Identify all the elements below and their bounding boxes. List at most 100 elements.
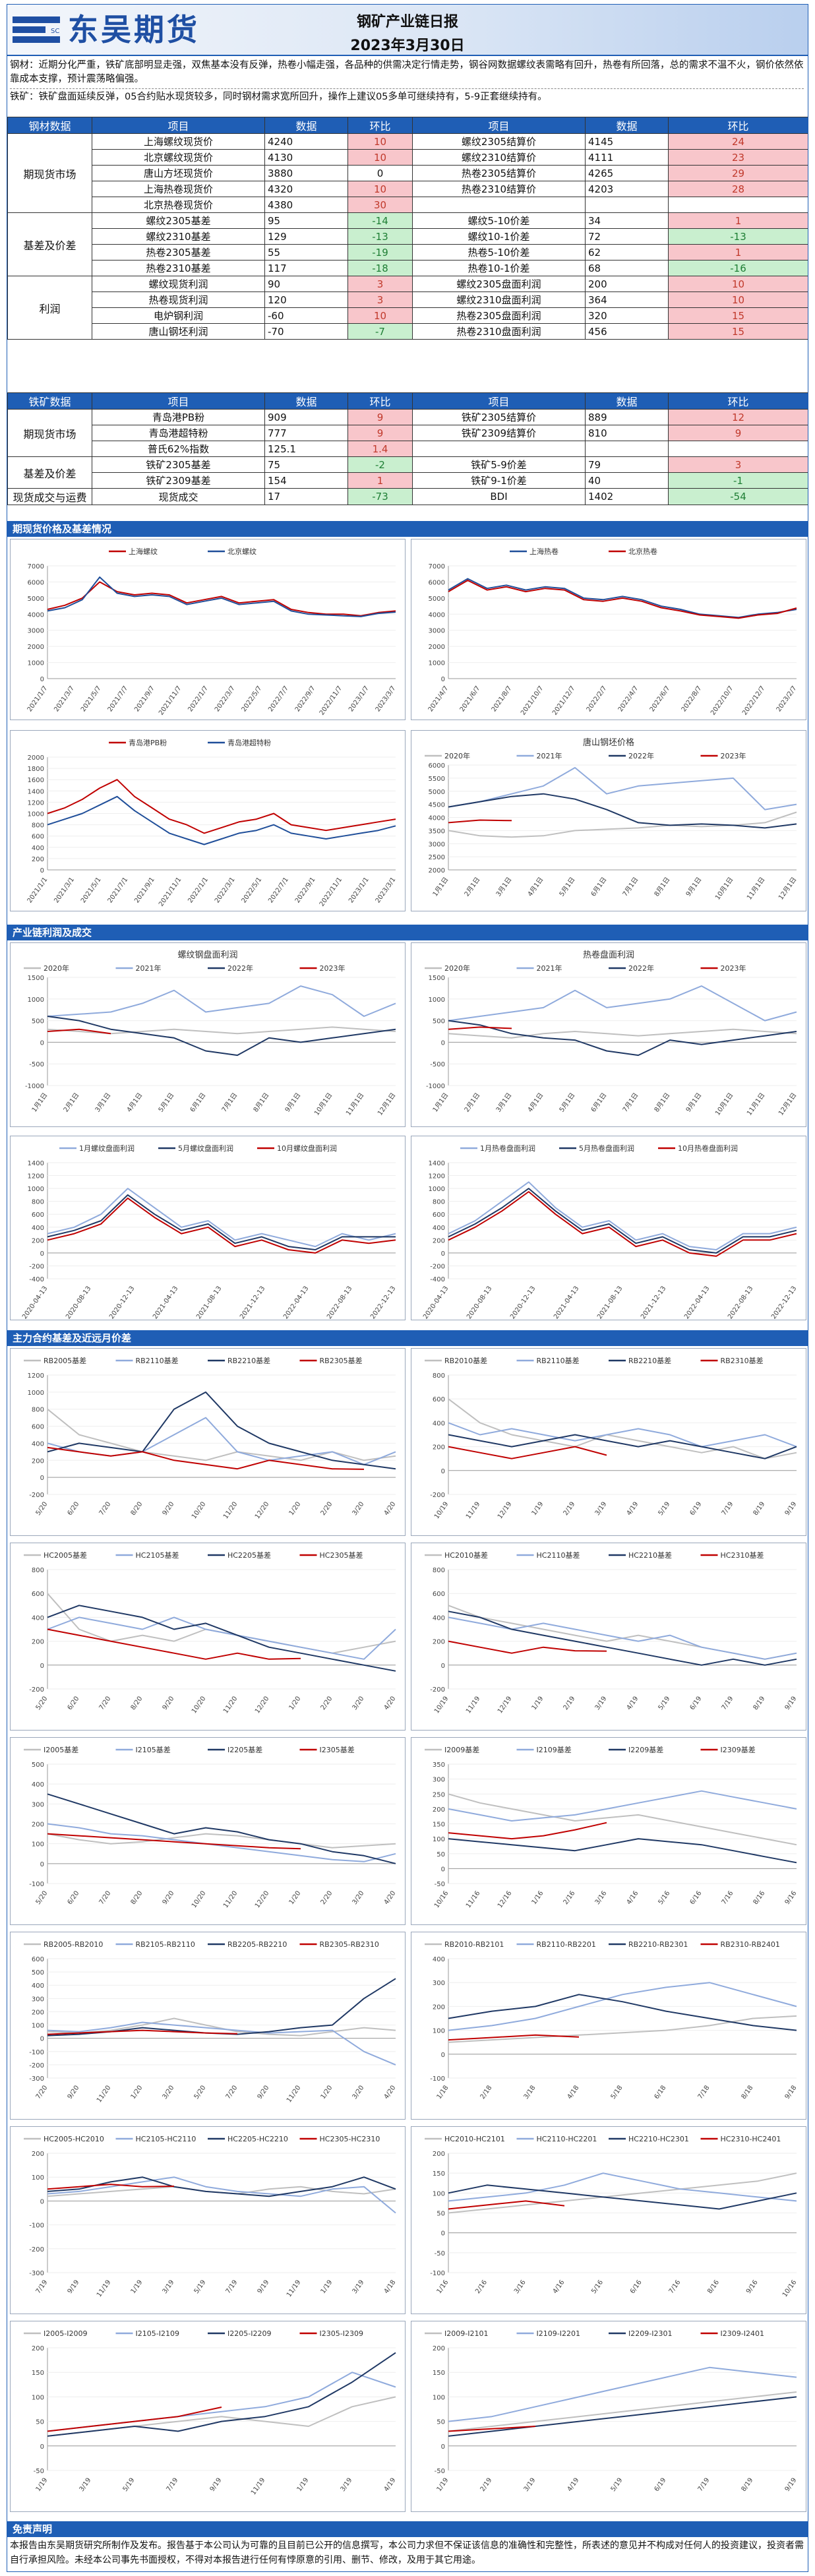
x-tick-label: 4/19 — [626, 1695, 640, 1711]
x-tick-label: 4/20 — [383, 2084, 398, 2101]
x-tick-label: 2022/1/7 — [187, 685, 210, 713]
series-line — [448, 1790, 797, 1822]
table-change-cell: 29 — [668, 165, 808, 181]
table-change-cell: -13 — [347, 228, 413, 245]
series-line — [448, 2015, 797, 2043]
y-tick-label: 50 — [437, 1851, 445, 1858]
chart-iron-spot: 青岛港PB粉 青岛港超特粉 0 200 400 600 800 1000 1200 1400 160… — [10, 730, 406, 911]
summary-iron: 铁矿：铁矿盘面延续反弹，05合约贴水现货较多，同时钢材需求宽所回升，操作上建议0… — [10, 92, 547, 102]
table-item-cell: 唐山钢坯利润 — [92, 323, 265, 340]
x-tick-label: 6月1日 — [589, 876, 609, 898]
series-line — [47, 1197, 396, 1254]
x-tick-label: 1/19 — [531, 1500, 545, 1517]
chart-rb-spread-5-10: RB2005-RB2010 RB2105-RB2110 RB2205-RB2210 R… — [10, 1932, 406, 2120]
series-line — [47, 2029, 238, 2035]
x-tick-label: 2022/7/7 — [267, 685, 290, 713]
x-tick-label: 12/19 — [497, 1695, 514, 1715]
y-tick-label: 0 — [40, 1663, 44, 1670]
x-tick-label: 2020-12-13 — [108, 1285, 136, 1320]
x-tick-label: 6/20 — [67, 1889, 81, 1906]
table-header-cell: 环比 — [668, 117, 808, 134]
legend-label: HC2010-HC2101 — [444, 2135, 505, 2143]
summary-section: 钢材：近期分化严重，铁矿底部明显走强，双焦基本没有反弹，热卷小幅走强，各品种的供… — [10, 59, 804, 106]
y-tick-label: 200 — [433, 1806, 445, 1814]
x-tick-label: 7/20 — [225, 2084, 239, 2101]
y-tick-label: 600 — [433, 1591, 445, 1598]
legend-label: RB2205-RB2210 — [227, 1940, 287, 1949]
table-value-cell: 117 — [264, 260, 348, 276]
table-value-cell: 320 — [585, 307, 669, 324]
y-tick-label: 4500 — [429, 802, 445, 809]
legend-label: 2022年 — [628, 751, 654, 760]
x-tick-label: 3/16 — [513, 2279, 528, 2295]
y-tick-label: 0 — [40, 2443, 44, 2451]
series-line — [448, 1191, 797, 1257]
table-value-cell: 90 — [264, 276, 348, 292]
y-tick-label: 0 — [40, 2198, 44, 2205]
series-line — [47, 779, 396, 834]
y-tick-label: -50 — [435, 1881, 445, 1888]
x-tick-label: 12/20 — [254, 1500, 271, 1520]
legend-label: 上海螺纹 — [129, 547, 158, 556]
table-item-cell: 铁矿2309结算价 — [412, 425, 586, 441]
y-tick-label: 6000 — [28, 579, 44, 586]
x-tick-label: 2/19 — [479, 2476, 494, 2493]
y-tick-label: 0 — [40, 2036, 44, 2043]
chart-i-basis-09: I2009基差 I2109基差 I2209基差 I2309基差 -50 0 50 100 150… — [411, 1737, 806, 1925]
x-tick-label: 2月1日 — [463, 1091, 482, 1114]
table-row: 螺纹2310基差 129 -13 螺纹10-1价差 72 -13 — [8, 228, 808, 245]
legend-label: 10月螺纹盘面利润 — [277, 1144, 337, 1153]
legend-label: RB2110基差 — [136, 1356, 179, 1365]
x-tick-label: 1/20 — [288, 1889, 303, 1906]
series-line — [47, 1616, 396, 1660]
x-tick-label: 4/19 — [566, 2476, 581, 2493]
table-row: 利润 螺纹现货利润 90 3 螺纹2305盘面利润 200 10 — [7, 276, 808, 340]
table-category-cell: 基差及价差 — [7, 456, 92, 489]
table-item-cell: 热卷现货利润 — [92, 291, 265, 308]
series-line — [448, 1994, 797, 2031]
table-item-cell: 铁矿2305基差 — [92, 456, 265, 473]
table-value-cell: 1402 — [585, 488, 669, 505]
y-tick-label: 150 — [433, 1822, 445, 1829]
legend-label: 2020年 — [444, 751, 470, 760]
legend-label: 2021年 — [136, 964, 162, 973]
series-line — [47, 1194, 396, 1250]
chart-hc-basis-10: HC2010基差 HC2110基差 HC2210基差 HC2310基差 -200 0 200… — [411, 1543, 806, 1731]
table-value-cell: 62 — [585, 244, 669, 261]
y-tick-label: 5000 — [28, 596, 44, 603]
x-tick-label: 10/20 — [191, 1500, 208, 1520]
table-value-cell: 4111 — [585, 149, 669, 166]
series-line — [448, 1616, 797, 1660]
chart-i-spread-9-1: I2009-I2101 I2109-I2201 I2209-I2301 I2309-I… — [411, 2321, 806, 2512]
x-tick-label: 7/20 — [98, 1695, 113, 1711]
table-item-cell: 螺纹10-1价差 — [412, 228, 586, 245]
legend-label: HC2310基差 — [721, 1550, 764, 1560]
y-tick-label: 2000 — [429, 644, 445, 651]
x-tick-label: 4/18 — [383, 2279, 398, 2295]
legend-label: I2305基差 — [320, 1745, 355, 1754]
table-header-cell: 数据 — [264, 117, 348, 134]
table-value-cell: 889 — [585, 409, 669, 425]
legend-label: HC2105基差 — [136, 1550, 179, 1560]
legend-label: HC2210基差 — [628, 1550, 672, 1560]
table-value-cell: 364 — [585, 291, 669, 308]
y-tick-label: 0 — [40, 1039, 44, 1047]
x-tick-label: 4/16 — [626, 1889, 640, 1906]
series-line — [448, 819, 512, 824]
x-tick-label: 3月1日 — [495, 1091, 514, 1114]
x-tick-label: 2022-08-13 — [326, 1285, 353, 1320]
legend-label: 5月螺纹盘面利润 — [178, 1144, 233, 1153]
legend-label: HC2305-HC2310 — [320, 2135, 380, 2143]
x-tick-label: 7/18 — [697, 2084, 711, 2101]
chart-svg: I2009-I2101 I2109-I2201 I2209-I2301 I2309-I… — [425, 2329, 798, 2493]
y-tick-label: 100 — [433, 2190, 445, 2197]
x-tick-label: 6/18 — [653, 2084, 668, 2101]
series-line — [448, 2426, 536, 2432]
y-tick-label: 2000 — [429, 867, 445, 874]
x-tick-label: 8/20 — [130, 1889, 144, 1906]
table-change-cell: 0 — [347, 165, 413, 181]
y-tick-label: 0 — [441, 2443, 445, 2451]
table-item-cell: 热卷2305基差 — [92, 244, 265, 261]
x-tick-label: 2月1日 — [62, 1091, 81, 1114]
y-tick-label: -50 — [34, 2468, 44, 2475]
